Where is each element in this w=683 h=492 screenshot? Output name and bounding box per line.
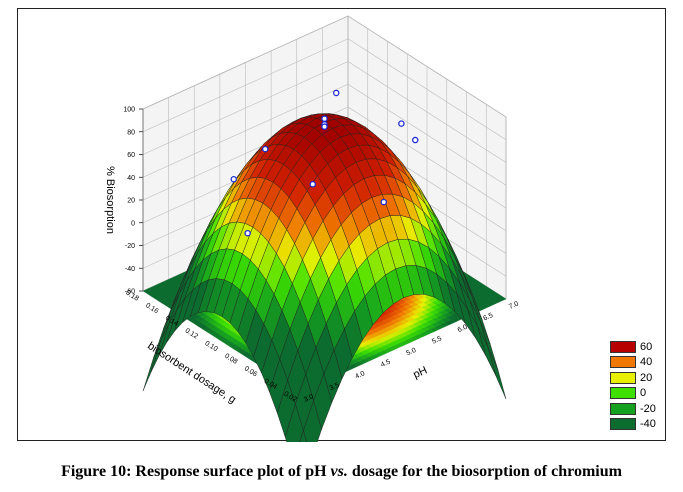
observed-point [261,145,269,153]
observed-point [332,89,340,97]
z-tick-label: 0 [131,220,135,227]
observed-point [321,115,328,122]
legend-item: 60 [610,339,656,355]
legend-swatch [610,340,636,353]
wall-gridline [142,61,349,155]
legend-swatch [610,371,636,384]
z-tick-label: 80 [127,129,135,136]
observed-point [411,136,419,144]
x-axis-label: biosorbent dosage, g [145,340,238,406]
wall-gridline [142,83,349,178]
legend-label: 40 [640,356,653,369]
legend-label: -40 [640,418,656,431]
x-tick-label: 0.16 [144,302,159,315]
x-tick-label: 0.10 [203,340,218,353]
z-tick-label: -40 [125,266,135,273]
z-tick-label: 40 [127,175,135,182]
wall-gridline [142,15,349,110]
y-tick-label: 4.0 [354,370,366,380]
z-tick-label: 60 [127,152,135,159]
y-tick-label: 5.0 [405,347,417,357]
surface-cell [299,429,307,442]
legend-label: -20 [640,402,656,415]
legend-item: -40 [610,417,656,433]
z-tick-label: -20 [125,243,135,250]
legend-swatch [610,402,636,415]
legend-swatch [610,418,636,431]
y-tick-label: 5.5 [431,335,443,345]
legend-label: 60 [640,340,653,353]
z-tick-label: 100 [123,107,135,114]
x-tick-label: 0.08 [223,353,238,366]
x-tick-label: 0.12 [184,327,199,340]
y-tick-label: 6.0 [457,324,469,334]
observed-point [244,229,251,237]
y-tick-label: 4.5 [380,359,392,369]
observed-point [398,120,405,127]
observed-point [230,175,237,183]
legend-label: 0 [640,387,647,400]
observed-point [309,180,316,188]
y-axis-label: pH [411,364,429,381]
wall-gridline [347,38,507,141]
z-tick-label: -60 [125,289,135,296]
caption-vs: vs. [330,463,348,480]
color-legend: 60 40 20 0 -20 -40 [610,339,656,432]
caption-prefix: Figure 10: Response surface plot of pH [61,463,331,480]
x-tick-label: 0.18 [124,290,139,303]
surface-cell [487,346,507,400]
y-tick-label: 7.0 [508,300,520,310]
observed-point [380,198,387,206]
z-tick-label: 20 [127,198,135,205]
legend-label: 20 [640,371,653,384]
observed-point [321,123,328,130]
wall-gridline [347,61,507,163]
y-tick-label: 6.5 [482,312,494,322]
figure-frame: 100 80 60 40 20 0 -20 -40 -60% Biosorption 0.02 0.… [17,8,666,442]
legend-item: 0 [610,386,656,402]
legend-item: 20 [610,370,656,386]
wall-gridline [347,15,507,118]
x-tick-label: 0.06 [243,365,258,378]
figure-caption: Figure 10: Response surface plot of pH v… [0,463,683,481]
caption-suffix: dosage for the biosorption of chromium [347,463,622,480]
legend-swatch [610,387,636,400]
wall-gridline [142,38,349,133]
y-tick-label: 3.0 [303,393,315,403]
legend-swatch [610,356,636,369]
legend-item: -20 [610,401,656,417]
legend-item: 40 [610,355,656,371]
wall-gridline [347,83,507,186]
z-axis-label: % Biosorption [104,166,116,234]
y-tick-label: 3.5 [329,382,341,392]
